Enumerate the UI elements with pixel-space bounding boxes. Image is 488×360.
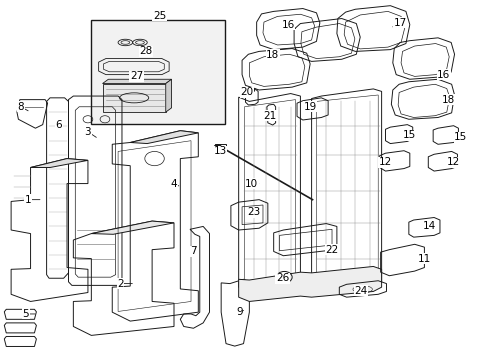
Text: 3: 3 — [84, 127, 91, 137]
Text: 8: 8 — [18, 102, 24, 112]
Polygon shape — [165, 79, 171, 112]
Text: 22: 22 — [325, 245, 338, 255]
Circle shape — [213, 145, 221, 150]
Polygon shape — [102, 79, 171, 84]
Text: 26: 26 — [275, 273, 288, 283]
Text: 15: 15 — [403, 130, 416, 140]
Text: 25: 25 — [152, 11, 166, 21]
Text: 24: 24 — [354, 286, 367, 296]
Polygon shape — [102, 84, 165, 112]
Text: 23: 23 — [247, 207, 260, 217]
Polygon shape — [238, 266, 381, 301]
Text: 28: 28 — [140, 46, 153, 57]
Text: 14: 14 — [422, 221, 435, 231]
Text: 9: 9 — [236, 307, 243, 317]
Text: 7: 7 — [190, 247, 196, 256]
Text: 4: 4 — [170, 179, 177, 189]
Text: 19: 19 — [303, 102, 316, 112]
Text: 18: 18 — [441, 95, 454, 105]
Text: 16: 16 — [436, 69, 449, 80]
Polygon shape — [30, 158, 88, 167]
Bar — [215, 144, 225, 152]
Text: 11: 11 — [417, 253, 430, 264]
Text: 20: 20 — [240, 87, 253, 98]
Text: 16: 16 — [281, 19, 294, 30]
Text: 21: 21 — [263, 111, 276, 121]
Circle shape — [248, 88, 254, 92]
Text: 17: 17 — [393, 18, 406, 28]
Text: 6: 6 — [55, 120, 62, 130]
Text: 18: 18 — [265, 50, 279, 60]
Text: 5: 5 — [22, 309, 29, 319]
Bar — [91, 20, 224, 123]
Text: 1: 1 — [25, 195, 31, 204]
Text: 15: 15 — [453, 132, 467, 142]
Polygon shape — [130, 131, 198, 144]
Text: 2: 2 — [117, 279, 123, 289]
Text: 13: 13 — [213, 147, 226, 157]
Polygon shape — [91, 221, 174, 234]
Text: 12: 12 — [446, 157, 459, 167]
Text: 10: 10 — [244, 179, 258, 189]
Text: 12: 12 — [378, 157, 391, 167]
Text: 27: 27 — [130, 71, 143, 81]
